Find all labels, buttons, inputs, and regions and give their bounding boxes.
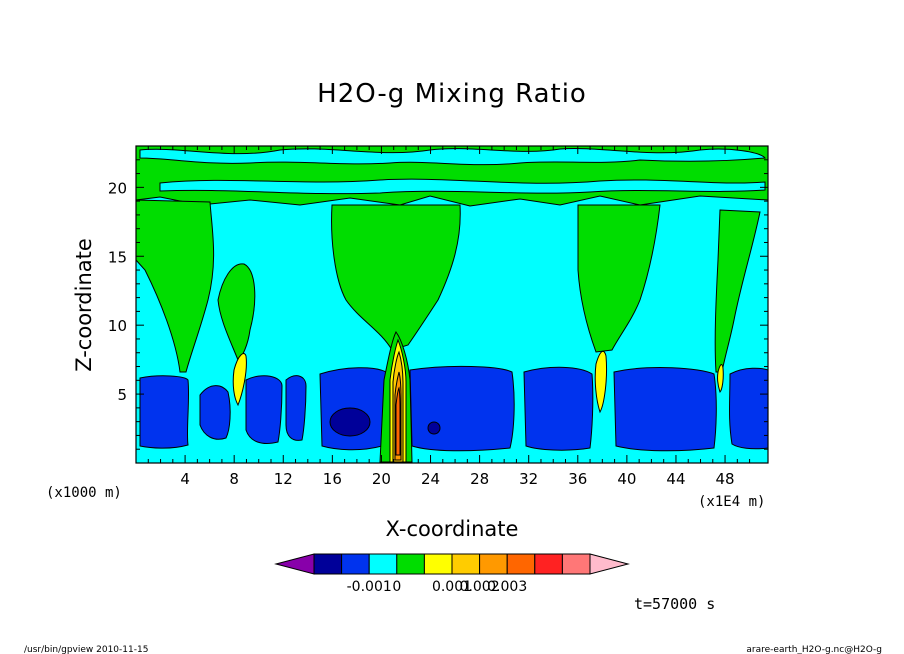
colorbar-swatch (313, 553, 343, 575)
dark-blue-spot (427, 421, 441, 435)
y-tick-label: 10 (108, 317, 127, 335)
colorbar-max-triangle (589, 553, 630, 575)
colorbar-label: 0 (392, 579, 401, 595)
y-tick-label: 15 (108, 248, 127, 266)
colorbar-swatch (368, 553, 398, 575)
footer-right: arare-earth_H2O-g.nc@H2O-g (746, 645, 882, 654)
x-tick-label: 32 (519, 470, 538, 488)
green-plume-4 (577, 204, 661, 353)
x-tick-label: 20 (372, 470, 391, 488)
colorbar (274, 553, 630, 575)
dark-blue-cell (329, 407, 371, 437)
x-tick-label: 40 (617, 470, 636, 488)
x-tick-label: 12 (274, 470, 293, 488)
colorbar-swatch (506, 553, 536, 575)
yellow-streak-1 (232, 353, 247, 407)
x-tick-label: 36 (568, 470, 587, 488)
cyan-streak-mid (159, 178, 766, 195)
colorbar-swatch (479, 553, 508, 575)
colorbar-label: 0.002 (460, 579, 500, 595)
colorbar-swatch (561, 553, 591, 575)
colorbar-swatch (396, 553, 425, 575)
green-plume-2 (217, 263, 256, 361)
x-tick-label: 24 (421, 470, 440, 488)
plot-area (135, 145, 769, 464)
x-tick-label: 8 (229, 470, 239, 488)
central-convection-column (379, 331, 413, 463)
x-axis-label: X-coordinate (386, 517, 519, 541)
colorbar-label: 0.001 (432, 579, 472, 595)
green-plume-1 (135, 199, 215, 373)
y-unit-note: (x1000 m) (46, 485, 122, 501)
y-tick-label: 5 (117, 386, 127, 404)
x-axis: 4 8 12 16 20 24 28 32 36 40 44 48 (147, 146, 751, 488)
colorbar-min-triangle (274, 553, 315, 575)
x-tick-label: 28 (470, 470, 489, 488)
colorbar-swatch (423, 553, 453, 575)
y-axis-label: Z-coordinate (72, 238, 96, 372)
time-label: t=57000 s (634, 595, 715, 613)
footer-left: /usr/bin/gpview 2010-11-15 (24, 645, 148, 654)
colorbar-swatch (534, 553, 563, 575)
x-unit-note: (x1E4 m) (698, 494, 765, 510)
colorbar-swatch (451, 553, 481, 575)
colorbar-label: 0.003 (487, 579, 527, 595)
colorbar-label: -0.001 (347, 579, 392, 595)
y-axis: 5 10 15 20 (108, 159, 768, 450)
x-tick-label: 48 (716, 470, 735, 488)
chart-title: H2O-g Mixing Ratio (317, 79, 587, 109)
lower-blue-cells (139, 365, 769, 452)
x-tick-label: 44 (666, 470, 685, 488)
x-tick-label: 4 (180, 470, 190, 488)
yellow-streak-2 (594, 350, 607, 414)
yellow-streak-3 (717, 364, 724, 393)
colorbar-swatch (341, 553, 370, 575)
plot-frame (135, 145, 769, 464)
green-plume-5 (714, 209, 761, 373)
cyan-streak-top (139, 148, 766, 166)
y-tick-label: 20 (108, 179, 127, 197)
x-tick-label: 16 (323, 470, 342, 488)
